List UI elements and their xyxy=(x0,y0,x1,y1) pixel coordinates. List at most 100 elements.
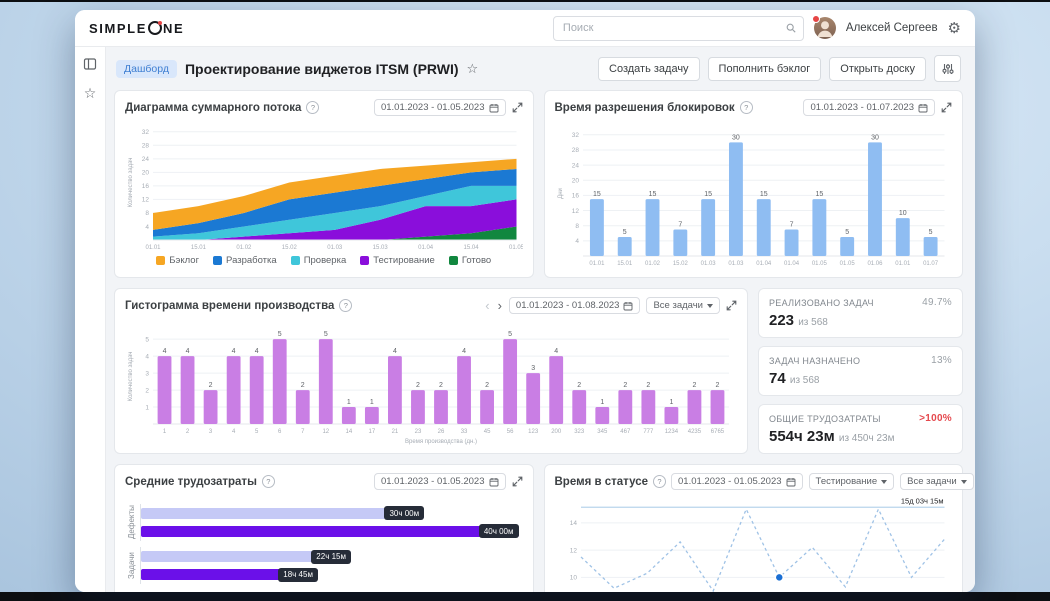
svg-text:15: 15 xyxy=(648,191,656,198)
legend-item: Бэклог xyxy=(156,255,199,266)
svg-text:777: 777 xyxy=(643,429,654,435)
stat-card-assigned: ЗАДАЧ НАЗНАЧЕНО 13% 74 из 568 xyxy=(758,346,963,396)
svg-text:6765: 6765 xyxy=(711,429,725,435)
svg-text:10: 10 xyxy=(898,210,906,217)
legend-swatch xyxy=(448,256,458,265)
prev-period-icon[interactable]: ‹ xyxy=(485,298,490,313)
date-range-picker[interactable]: 01.01.2023 - 01.05.2023 xyxy=(671,473,803,490)
svg-text:2: 2 xyxy=(145,387,149,394)
time-in-status-chart: 10 12 14 15д 03ч 15м xyxy=(569,496,945,592)
calendar-icon xyxy=(624,301,633,310)
task-filter-select[interactable]: Все задачи xyxy=(900,473,974,490)
dashboard-content: Дашборд Проектирование виджетов ITSM (PR… xyxy=(106,47,975,592)
help-icon[interactable]: ? xyxy=(739,101,753,114)
svg-text:56: 56 xyxy=(507,429,514,435)
svg-text:8: 8 xyxy=(575,223,579,230)
fill-backlog-button[interactable]: Пополнить бэклог xyxy=(707,56,822,81)
svg-text:5: 5 xyxy=(278,331,282,338)
widget-time-in-status: Время в статусе ? 01.01.2023 - 01.05.202… xyxy=(543,464,974,592)
legend-item: Разработка xyxy=(213,255,277,266)
global-search[interactable] xyxy=(552,15,804,41)
status-filter-select[interactable]: Тестирование xyxy=(808,473,895,490)
date-range-value: 01.01.2023 - 01.05.2023 xyxy=(380,476,485,487)
svg-text:15.01: 15.01 xyxy=(191,245,207,251)
search-input[interactable] xyxy=(560,21,780,35)
expand-icon[interactable] xyxy=(941,102,952,113)
svg-text:17: 17 xyxy=(369,429,376,435)
simpleone-logo[interactable]: SIMPLE NE xyxy=(89,21,184,36)
average-effort-chart: Дефекты 30ч 00м 40ч 00м Задачи 22ч 15м 18ч 45… xyxy=(125,493,523,592)
legend-swatch xyxy=(156,256,166,265)
svg-text:5: 5 xyxy=(324,331,328,338)
date-range-picker[interactable]: 01.01.2023 - 01.05.2023 xyxy=(373,473,506,490)
open-board-button[interactable]: Открыть доску xyxy=(829,56,926,81)
stat-percent: 49.7% xyxy=(922,297,952,308)
panel-toggle-icon[interactable] xyxy=(83,57,97,73)
svg-text:01.02: 01.02 xyxy=(645,261,661,267)
svg-text:4: 4 xyxy=(575,238,579,245)
svg-text:1: 1 xyxy=(145,404,149,411)
stat-value: 223 xyxy=(769,312,795,329)
header-actions: Создать задачу Пополнить бэклог Открыть … xyxy=(598,55,961,82)
legend-swatch xyxy=(360,256,370,265)
expand-icon[interactable] xyxy=(512,476,523,487)
svg-text:32: 32 xyxy=(571,132,579,139)
date-range-picker[interactable]: 01.01.2023 - 01.07.2023 xyxy=(803,99,935,116)
svg-text:3: 3 xyxy=(145,370,149,377)
help-icon[interactable]: ? xyxy=(306,101,320,114)
svg-text:5: 5 xyxy=(845,229,849,236)
expand-icon[interactable] xyxy=(512,102,523,113)
widget-title: Гистограмма времени производства xyxy=(125,299,335,312)
svg-text:1: 1 xyxy=(347,399,351,406)
dashboard-settings-button[interactable] xyxy=(934,55,961,82)
favorites-star-icon[interactable]: ☆ xyxy=(83,85,97,101)
svg-text:01.05: 01.05 xyxy=(509,245,523,251)
page-title: Проектирование виджетов ITSM (PRWI) xyxy=(184,60,459,77)
calendar-icon xyxy=(918,103,928,112)
svg-text:23: 23 xyxy=(415,429,422,435)
svg-text:4: 4 xyxy=(232,429,236,435)
dashboard-badge[interactable]: Дашборд xyxy=(116,59,177,78)
svg-text:4: 4 xyxy=(462,348,466,355)
svg-text:467: 467 xyxy=(620,429,631,435)
svg-text:4: 4 xyxy=(163,348,167,355)
help-icon[interactable]: ? xyxy=(653,475,666,488)
svg-text:2: 2 xyxy=(716,382,720,389)
settings-gear-icon[interactable]: ⚙ xyxy=(947,19,961,37)
stat-total: из 450ч 23м xyxy=(838,433,895,444)
svg-text:24: 24 xyxy=(571,162,579,169)
svg-text:1: 1 xyxy=(600,399,604,406)
svg-text:01.01: 01.01 xyxy=(895,261,911,267)
expand-icon[interactable] xyxy=(726,300,737,311)
task-filter-select[interactable]: Все задачи xyxy=(646,297,720,314)
svg-text:21: 21 xyxy=(392,429,399,435)
sliders-icon xyxy=(941,63,954,74)
search-icon[interactable] xyxy=(786,23,796,33)
svg-text:1234: 1234 xyxy=(665,429,679,435)
date-range-picker[interactable]: 01.01.2023 - 01.08.2023 xyxy=(508,297,641,314)
svg-text:01.03: 01.03 xyxy=(700,261,716,267)
svg-text:01.03: 01.03 xyxy=(728,261,744,267)
create-task-button[interactable]: Создать задачу xyxy=(598,56,700,81)
svg-text:4: 4 xyxy=(145,224,149,231)
stats-column: РЕАЛИЗОВАНО ЗАДАЧ 49.7% 223 из 568 ЗАДАЧ … xyxy=(758,288,963,454)
legend-item: Проверка xyxy=(290,255,346,266)
svg-text:4: 4 xyxy=(186,348,190,355)
calendar-icon xyxy=(489,477,498,486)
svg-text:15.04: 15.04 xyxy=(464,245,480,251)
svg-text:15.03: 15.03 xyxy=(373,245,389,251)
svg-text:33: 33 xyxy=(461,429,468,435)
date-range-picker[interactable]: 01.01.2023 - 01.05.2023 xyxy=(373,99,506,116)
user-name[interactable]: Алексей Сергеев xyxy=(845,22,938,34)
next-period-icon[interactable]: › xyxy=(497,298,502,313)
svg-text:2: 2 xyxy=(623,382,627,389)
svg-text:3: 3 xyxy=(209,429,213,435)
help-icon[interactable]: ? xyxy=(339,299,353,312)
favorite-toggle-icon[interactable]: ☆ xyxy=(466,60,479,76)
calendar-icon xyxy=(489,103,498,112)
help-icon[interactable]: ? xyxy=(261,475,275,488)
svg-text:5: 5 xyxy=(928,229,932,236)
widget-title: Время разрешения блокировок xyxy=(554,101,735,114)
stat-card-effort: ОБЩИЕ ТРУДОЗАТРАТЫ >100% 554ч 23м из 450ч… xyxy=(758,404,963,454)
user-avatar[interactable] xyxy=(811,15,836,39)
